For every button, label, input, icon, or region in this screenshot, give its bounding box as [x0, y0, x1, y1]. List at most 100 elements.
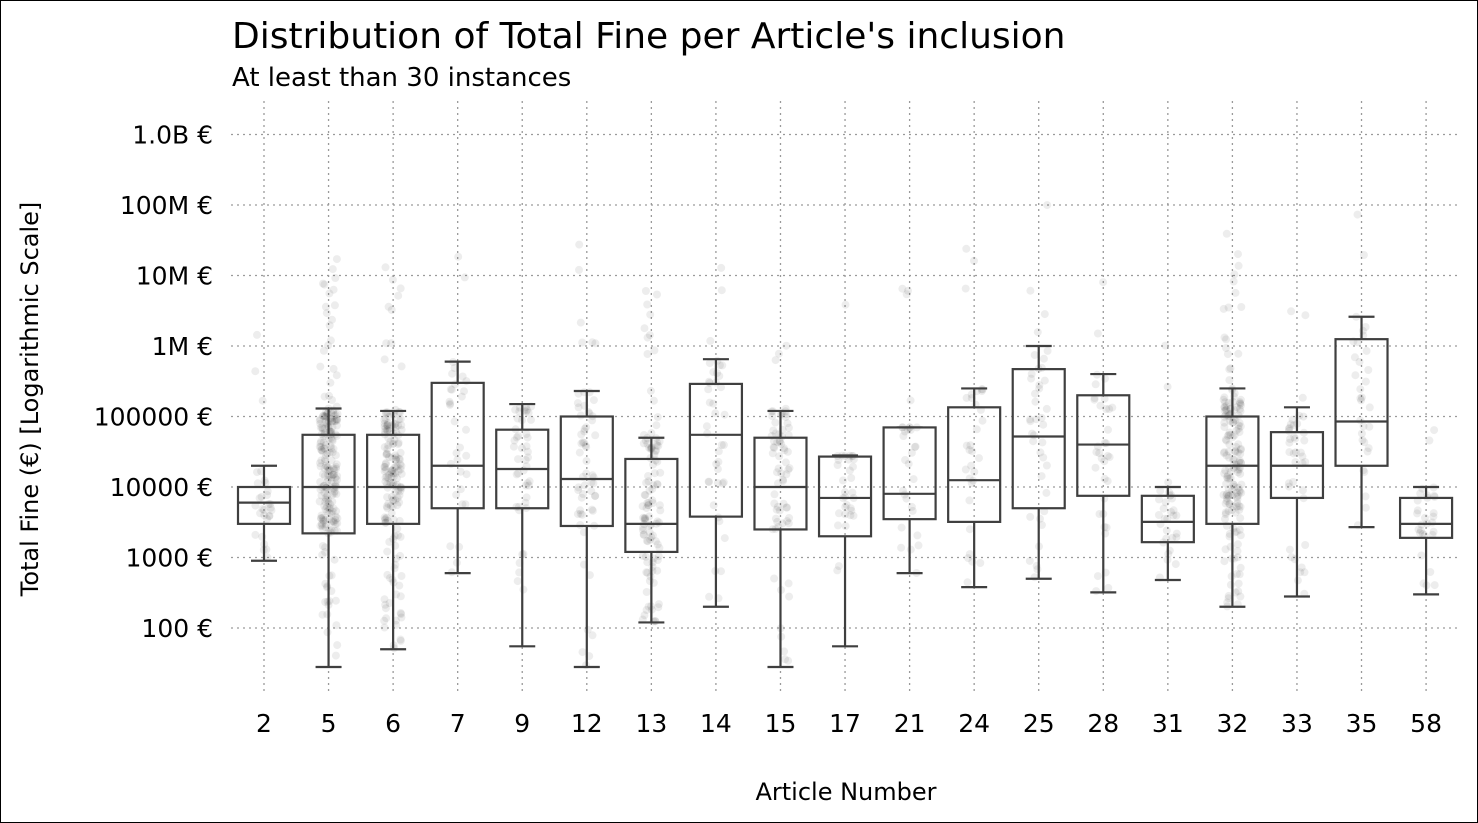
data-point: [1234, 250, 1242, 259]
data-point: [396, 487, 405, 496]
data-point: [1235, 486, 1244, 495]
data-point: [704, 477, 713, 486]
data-point: [328, 423, 337, 431]
data-point: [1226, 364, 1235, 373]
data-point: [579, 490, 587, 498]
data-point: [253, 330, 261, 339]
data-point: [331, 651, 340, 660]
data-point: [381, 477, 390, 486]
data-point: [1359, 251, 1368, 259]
data-point: [1237, 303, 1246, 311]
data-point: [785, 592, 794, 601]
data-point: [1285, 423, 1294, 432]
data-point: [462, 470, 471, 479]
data-point: [1172, 529, 1181, 538]
data-point: [1219, 449, 1228, 458]
data-point: [1236, 399, 1245, 408]
data-point: [326, 336, 335, 345]
data-point: [317, 446, 326, 455]
data-point: [396, 592, 405, 601]
data-point: [1232, 570, 1241, 578]
data-point: [1223, 474, 1232, 483]
data-point: [391, 451, 400, 460]
data-point: [914, 541, 923, 550]
y-tick-label: 1000 €: [126, 544, 213, 573]
data-point: [1226, 431, 1235, 440]
data-point: [323, 502, 331, 511]
data-point: [315, 442, 324, 451]
data-point: [1223, 350, 1232, 359]
data-point: [260, 511, 269, 520]
data-point: [257, 492, 266, 501]
data-point: [1222, 436, 1231, 445]
data-point: [394, 486, 403, 495]
data-point: [382, 502, 391, 511]
data-point: [456, 467, 465, 476]
data-point: [321, 457, 330, 466]
data-point: [320, 455, 329, 464]
data-point: [333, 641, 342, 650]
data-point: [1100, 457, 1109, 466]
data-point: [329, 364, 338, 373]
data-point: [1234, 579, 1243, 588]
data-point: [588, 416, 597, 425]
data-point: [718, 361, 727, 370]
data-point: [391, 496, 400, 505]
data-point: [656, 468, 665, 477]
data-point: [654, 441, 663, 450]
data-point: [388, 453, 397, 462]
data-point: [325, 448, 334, 457]
data-point: [320, 411, 329, 420]
data-point: [330, 555, 339, 564]
data-point: [396, 532, 405, 541]
data-point: [321, 579, 330, 588]
data-point: [1040, 376, 1049, 385]
data-point: [333, 519, 342, 528]
data-point: [522, 407, 530, 416]
data-point: [387, 492, 396, 501]
data-point: [714, 447, 723, 456]
data-point: [1104, 583, 1113, 592]
data-point: [391, 469, 400, 478]
data-point: [384, 302, 393, 311]
data-point: [641, 514, 650, 522]
data-point: [1291, 448, 1300, 457]
data-point: [446, 400, 454, 409]
data-point: [1226, 417, 1235, 425]
data-point: [316, 442, 325, 451]
iqr-box: [1334, 338, 1389, 467]
data-point: [642, 504, 651, 513]
data-point: [1236, 399, 1245, 408]
data-point: [448, 369, 457, 378]
data-point: [1228, 491, 1237, 500]
data-point: [1026, 417, 1035, 426]
data-point: [773, 517, 782, 526]
data-point: [385, 537, 394, 546]
data-point: [1365, 422, 1374, 431]
data-point: [717, 286, 726, 295]
data-point: [1230, 483, 1239, 491]
y-tick-label: 100000 €: [94, 403, 213, 432]
data-point: [519, 549, 528, 558]
data-point: [315, 497, 324, 506]
data-point: [323, 409, 331, 418]
data-point: [320, 280, 329, 289]
x-tick-label: 5: [321, 709, 337, 738]
data-point: [774, 479, 782, 488]
data-point: [647, 429, 656, 438]
data-point: [318, 424, 327, 433]
data-point: [1224, 447, 1233, 456]
data-point: [1355, 357, 1364, 366]
data-point: [385, 426, 394, 435]
data-point: [317, 519, 326, 528]
data-point: [1043, 201, 1052, 210]
data-point: [454, 252, 463, 261]
data-point: [321, 523, 330, 532]
data-point: [574, 486, 583, 495]
data-point: [331, 516, 340, 524]
data-point: [847, 506, 856, 515]
data-point: [330, 489, 339, 498]
data-point: [331, 451, 340, 460]
data-point: [1231, 508, 1240, 517]
data-point: [321, 441, 330, 449]
